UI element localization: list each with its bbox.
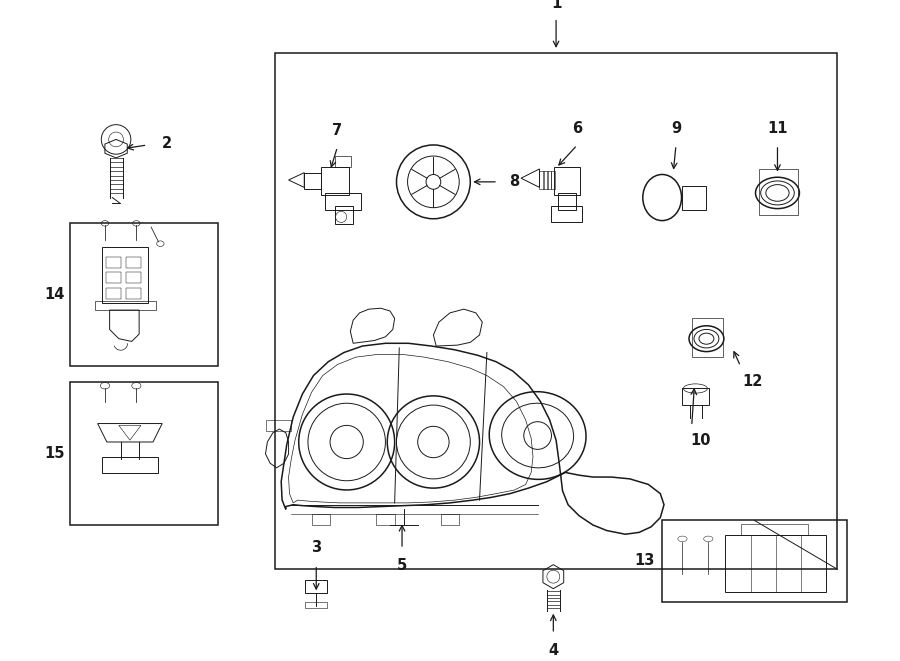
Bar	[274, 53, 837, 569]
Bar	[682, 186, 707, 210]
Text: 6: 6	[572, 121, 582, 136]
Bar	[304, 173, 321, 189]
Text: 13: 13	[634, 553, 655, 568]
Bar	[311, 514, 330, 525]
Bar	[692, 319, 723, 357]
Bar	[70, 223, 218, 366]
Bar	[321, 167, 348, 195]
Bar	[266, 420, 292, 431]
Bar	[376, 514, 395, 525]
Text: 7: 7	[332, 122, 343, 137]
Bar	[547, 171, 552, 189]
Text: 4: 4	[548, 643, 558, 658]
Bar	[335, 156, 351, 167]
Text: 2: 2	[162, 136, 172, 151]
Text: 11: 11	[767, 121, 788, 136]
Bar	[681, 389, 709, 405]
Text: 3: 3	[311, 541, 321, 555]
Bar	[558, 193, 576, 210]
Bar	[305, 580, 328, 594]
Bar	[742, 524, 808, 535]
Bar	[759, 169, 797, 215]
Bar	[335, 206, 353, 224]
Bar	[662, 520, 847, 602]
Text: 1: 1	[551, 0, 562, 11]
Bar	[106, 256, 121, 268]
Bar	[94, 301, 156, 310]
Bar	[326, 193, 361, 210]
Text: 5: 5	[397, 559, 407, 573]
Bar	[70, 382, 218, 525]
Text: 15: 15	[44, 446, 65, 461]
Bar	[441, 514, 459, 525]
Bar	[126, 288, 141, 299]
Bar	[551, 171, 555, 189]
Bar	[126, 272, 141, 284]
Bar	[544, 171, 548, 189]
Bar	[551, 206, 582, 223]
Bar	[305, 602, 328, 608]
Text: 8: 8	[509, 175, 519, 189]
Text: 12: 12	[742, 373, 763, 389]
Bar	[539, 171, 544, 189]
Text: 14: 14	[44, 288, 65, 302]
Text: 9: 9	[670, 121, 681, 136]
Bar	[554, 167, 580, 195]
Bar	[103, 457, 158, 473]
Bar	[106, 288, 121, 299]
Bar	[724, 535, 826, 592]
Bar	[106, 272, 121, 284]
Bar	[126, 256, 141, 268]
Bar	[103, 247, 148, 303]
Text: 10: 10	[690, 433, 711, 447]
